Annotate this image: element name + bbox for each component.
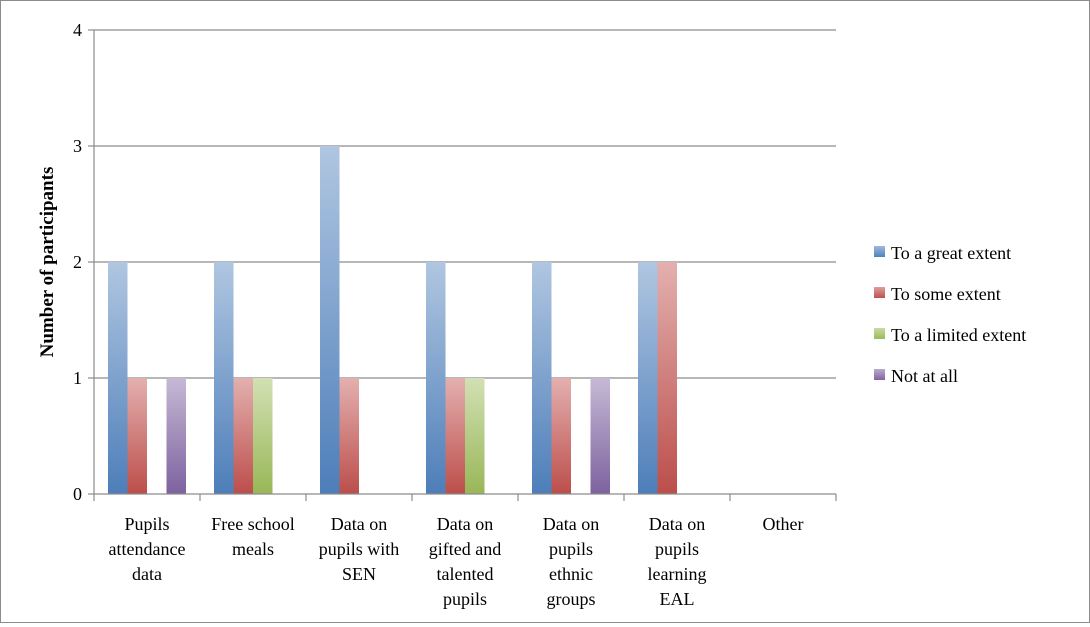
y-tick-label: 3 bbox=[73, 136, 82, 156]
bar bbox=[465, 378, 485, 494]
bars bbox=[108, 146, 677, 494]
axes bbox=[93, 30, 837, 501]
bar bbox=[551, 378, 571, 494]
legend-label: To a limited extent bbox=[891, 325, 1026, 345]
bar bbox=[426, 262, 446, 494]
legend: To a great extent To some extent To a limi… bbox=[874, 243, 1026, 386]
bar bbox=[214, 262, 234, 494]
legend-label: To some extent bbox=[891, 284, 1001, 304]
legend-swatch bbox=[874, 369, 885, 380]
legend-swatch bbox=[874, 246, 885, 257]
x-category-label: Free school meals bbox=[211, 514, 294, 559]
bar bbox=[233, 378, 253, 494]
bar bbox=[127, 378, 147, 494]
bar bbox=[638, 262, 658, 494]
bar bbox=[657, 262, 677, 494]
y-tick-label: 0 bbox=[73, 484, 82, 504]
x-category-labels: Pupils attendance data Free school meals Data… bbox=[109, 514, 804, 609]
x-category-label: Data on pupils learning EAL bbox=[648, 514, 707, 609]
y-tick-labels: 0 1 2 3 4 bbox=[73, 20, 82, 504]
x-category-label: Pupils attendance data bbox=[109, 514, 186, 584]
bar bbox=[590, 378, 610, 494]
y-axis-label: Number of participants bbox=[37, 167, 58, 358]
x-category-label: Data on pupils ethnic groups bbox=[543, 514, 599, 609]
legend-swatch bbox=[874, 287, 885, 298]
bar bbox=[166, 378, 186, 494]
bar bbox=[320, 146, 340, 494]
legend-swatch bbox=[874, 328, 885, 339]
y-tick-label: 1 bbox=[73, 368, 82, 388]
legend-label: Not at all bbox=[891, 366, 958, 386]
y-tick-label: 2 bbox=[73, 252, 82, 272]
bar bbox=[108, 262, 128, 494]
y-tick-label: 4 bbox=[73, 20, 82, 40]
bar bbox=[445, 378, 465, 494]
x-category-label: Other bbox=[763, 514, 804, 534]
legend-label: To a great extent bbox=[891, 243, 1011, 263]
bar bbox=[532, 262, 552, 494]
x-category-label: Data on pupils with SEN bbox=[319, 514, 400, 584]
bar bbox=[253, 378, 273, 494]
bar bbox=[339, 378, 359, 494]
x-category-label: Data on gifted and talented pupils bbox=[429, 514, 501, 609]
